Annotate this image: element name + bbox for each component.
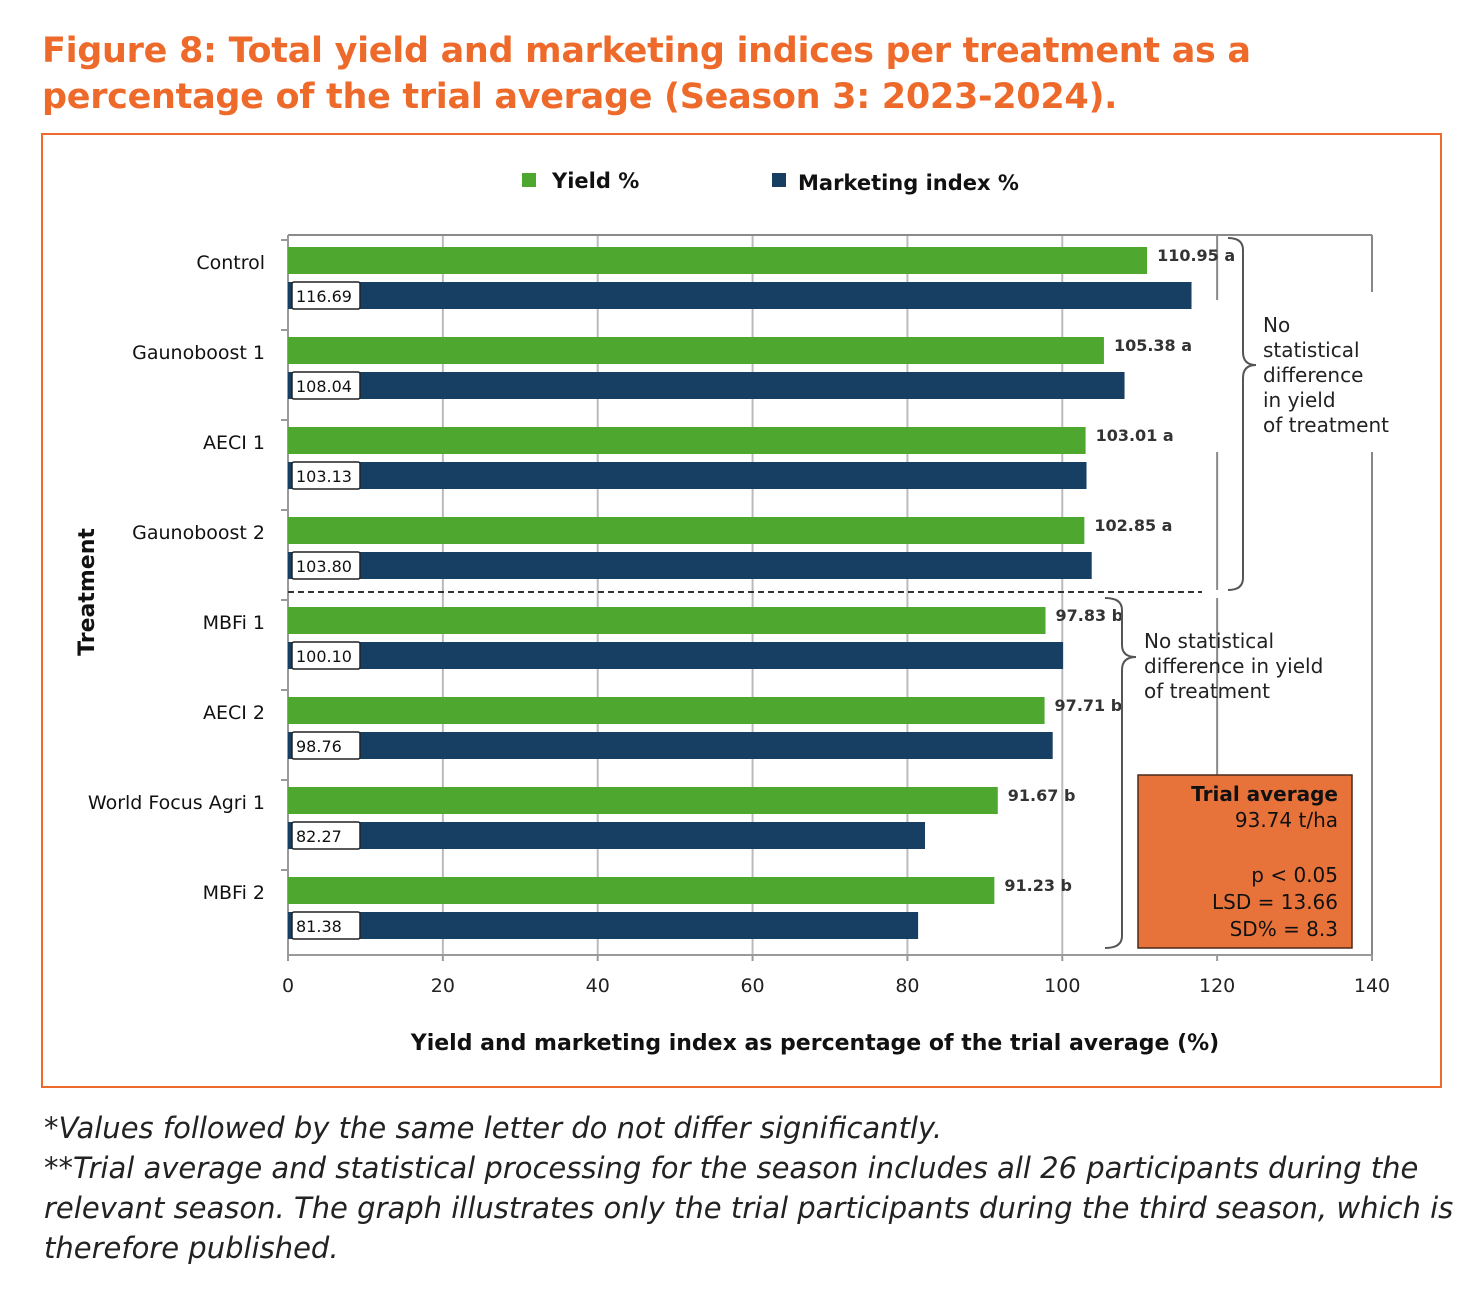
x-tick-label: 140 [1354, 975, 1390, 997]
data-label-box [291, 731, 361, 760]
svg-text:difference: difference [1263, 363, 1363, 387]
bar-marketing [288, 822, 926, 849]
bracket-group-b [1104, 597, 1137, 949]
y-tick-labels: Control Gaunoboost 1 AECI 1 Gaunoboost 2 MBF… [88, 252, 265, 904]
svg-text:No: No [1263, 313, 1290, 337]
annotation-group-a: No statistical difference in yield of tr… [1263, 313, 1389, 437]
bar-yield [288, 607, 1046, 634]
data-label-box [291, 281, 361, 310]
bar-marketing [288, 282, 1192, 309]
footnote-2: **Trial average and statistical processi… [44, 1151, 1454, 1265]
bar-yield [288, 427, 1086, 454]
svg-text:Trial average: Trial average [1191, 782, 1338, 806]
bar-yield [288, 337, 1104, 364]
x-tick-label: 20 [431, 975, 455, 997]
bracket-group-a [1227, 237, 1257, 591]
data-label-box [291, 371, 361, 400]
data-label-yield: 102.85 a [1094, 516, 1172, 535]
y-tick-label: MBFi 1 [203, 612, 265, 634]
bar-marketing [288, 912, 919, 939]
data-label-marketing: 108.04 [296, 377, 352, 396]
y-tick-label: Gaunoboost 1 [132, 342, 265, 364]
x-tick-label: 100 [1044, 975, 1080, 997]
data-label-yield: 97.71 b [1055, 696, 1123, 715]
bar-yield [288, 517, 1085, 544]
legend-label-marketing: Marketing index % [798, 171, 1019, 195]
y-tick-label: Control [196, 252, 265, 274]
footnotes: *Values followed by the same letter do n… [44, 1108, 1464, 1268]
x-tick-label: 120 [1199, 975, 1235, 997]
x-tick-labels: 0 20 40 60 80 100 120 140 [282, 975, 1390, 997]
figure-title: Figure 8: Total yield and marketing indi… [42, 31, 1251, 117]
svg-text:93.74 t/ha: 93.74 t/ha [1235, 808, 1338, 832]
bar-marketing [288, 642, 1064, 669]
svg-text:p < 0.05: p < 0.05 [1251, 863, 1338, 887]
data-label-yield: 103.01 a [1096, 426, 1174, 445]
data-label-marketing: 103.13 [296, 467, 352, 486]
data-label-box [291, 641, 361, 670]
svg-text:statistical: statistical [1263, 338, 1360, 362]
legend-swatch-marketing [772, 173, 786, 187]
legend-swatch-yield [522, 173, 536, 187]
data-label-yield: 91.67 b [1008, 786, 1076, 805]
y-tick-label: Gaunoboost 2 [132, 522, 265, 544]
bar-marketing [288, 372, 1125, 399]
svg-text:SD% = 8.3: SD% = 8.3 [1230, 917, 1338, 941]
data-label-box [291, 461, 361, 490]
y-tick-label: MBFi 2 [203, 882, 265, 904]
bar-yield [288, 247, 1148, 274]
data-label-box [291, 551, 361, 580]
data-label-marketing: 82.27 [296, 827, 342, 846]
data-label-box [291, 911, 361, 940]
data-label-yield: 110.95 a [1157, 246, 1235, 265]
svg-text:of treatment: of treatment [1144, 679, 1270, 703]
bar-marketing [288, 552, 1092, 579]
svg-text:in yield: in yield [1263, 388, 1336, 412]
y-tick-label: AECI 2 [203, 702, 265, 724]
y-tick-label: AECI 1 [203, 432, 265, 454]
x-tick-label: 40 [586, 975, 610, 997]
svg-text:difference in yield: difference in yield [1144, 654, 1323, 678]
annotation-group-b: No statistical difference in yield of tr… [1144, 629, 1323, 703]
data-label-yield: 97.83 b [1055, 606, 1123, 625]
y-tick-label: World Focus Agri 1 [88, 792, 265, 814]
data-label-marketing: 116.69 [296, 287, 352, 306]
data-label-yield: 105.38 a [1114, 336, 1192, 355]
data-label-yield: 91.23 b [1004, 876, 1072, 895]
svg-text:LSD = 13.66: LSD = 13.66 [1212, 890, 1338, 914]
x-tick-label: 0 [282, 975, 294, 997]
chart-frame [41, 133, 1442, 1088]
legend-label-yield: Yield % [551, 169, 639, 193]
data-label-marketing: 103.80 [296, 557, 352, 576]
svg-text:of treatment: of treatment [1263, 413, 1389, 437]
bar-yield [288, 697, 1045, 724]
x-axis-title: Yield and marketing index as percentage … [410, 1031, 1219, 1056]
data-label-box [291, 821, 361, 850]
x-tick-label: 80 [895, 975, 919, 997]
data-label-marketing: 98.76 [296, 737, 342, 756]
data-label-marketing: 100.10 [296, 647, 352, 666]
x-tick-label: 60 [740, 975, 764, 997]
bars: 110.95 a 116.69 105.38 a 108.04 103.01 a 103.… [288, 246, 1235, 940]
trial-average-text: Trial average 93.74 t/ha p < 0.05 LSD = … [1191, 782, 1338, 941]
bar-marketing [288, 462, 1087, 489]
bar-marketing [288, 732, 1053, 759]
bar-yield [288, 787, 998, 814]
bar-yield [288, 877, 995, 904]
y-axis-title: Treatment [75, 528, 100, 656]
trial-average-box [1137, 774, 1353, 949]
svg-text:No statistical: No statistical [1144, 629, 1274, 653]
footnote-1: *Values followed by the same letter do n… [44, 1111, 943, 1145]
data-label-marketing: 81.38 [296, 917, 342, 936]
